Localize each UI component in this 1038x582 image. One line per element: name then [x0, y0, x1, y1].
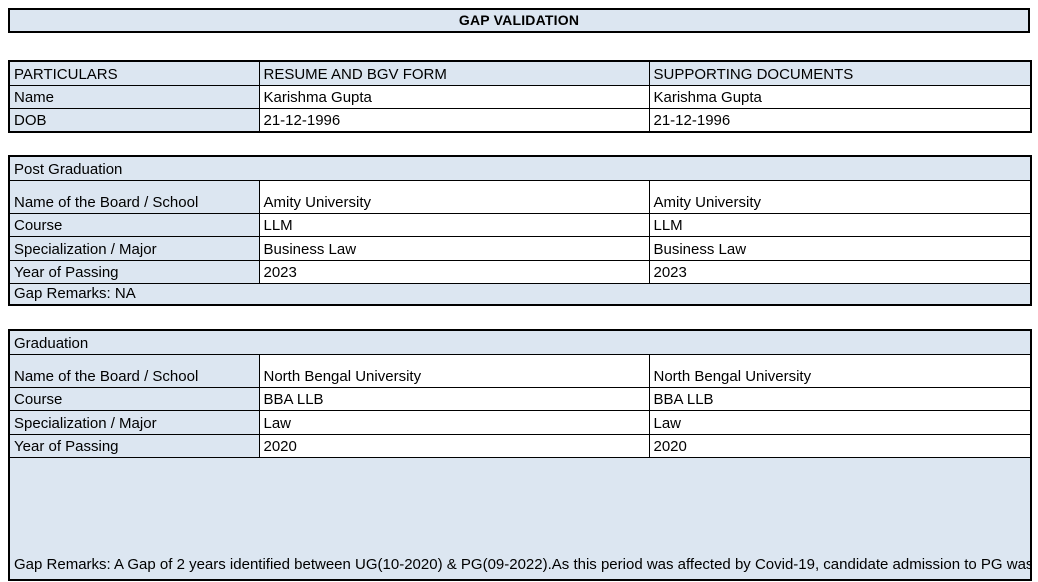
ug-course-supporting-value: BBA LLB — [648, 386, 1032, 411]
table-row: Course BBA LLB BBA LLB — [8, 386, 1032, 411]
gap-remarks-row: Gap Remarks: A Gap of 2 years identified… — [8, 456, 1032, 581]
column-header-resume-bgv: RESUME AND BGV FORM — [258, 60, 650, 86]
table-row: Name of the Board / School North Bengal … — [8, 353, 1032, 388]
ug-gap-remarks: Gap Remarks: A Gap of 2 years identified… — [8, 456, 1032, 581]
table-row: Specialization / Major Business Law Busi… — [8, 235, 1032, 261]
column-header-supporting-docs: SUPPORTING DOCUMENTS — [648, 60, 1032, 86]
pg-board-resume-value: Amity University — [258, 179, 650, 214]
pg-specialization-resume-value: Business Law — [258, 235, 650, 261]
table-row: Year of Passing 2020 2020 — [8, 433, 1032, 458]
ug-board-supporting-value: North Bengal University — [648, 353, 1032, 388]
pg-course-resume-value: LLM — [258, 212, 650, 237]
ug-year-resume-value: 2020 — [258, 433, 650, 458]
post-graduation-table: Post Graduation Name of the Board / Scho… — [8, 155, 1032, 306]
gap-remarks-row: Gap Remarks: NA — [8, 282, 1032, 306]
candidate-particulars-table: PARTICULARS RESUME AND BGV FORM SUPPORTI… — [8, 60, 1032, 133]
row-label-course: Course — [8, 212, 260, 237]
ug-specialization-supporting-value: Law — [648, 409, 1032, 435]
row-label-specialization: Specialization / Major — [8, 235, 260, 261]
row-label-year-of-passing: Year of Passing — [8, 433, 260, 458]
row-label-name: Name — [8, 84, 260, 109]
dob-resume-value: 21-12-1996 — [258, 107, 650, 133]
pg-board-supporting-value: Amity University — [648, 179, 1032, 214]
dob-supporting-value: 21-12-1996 — [648, 107, 1032, 133]
row-label-course: Course — [8, 386, 260, 411]
table-row: Year of Passing 2023 2023 — [8, 259, 1032, 284]
section-header-row: Post Graduation — [8, 155, 1032, 181]
pg-year-resume-value: 2023 — [258, 259, 650, 284]
pg-year-supporting-value: 2023 — [648, 259, 1032, 284]
table-row: Specialization / Major Law Law — [8, 409, 1032, 435]
section-header-row: Graduation — [8, 329, 1032, 355]
row-label-board-school: Name of the Board / School — [8, 353, 260, 388]
pg-course-supporting-value: LLM — [648, 212, 1032, 237]
row-label-year-of-passing: Year of Passing — [8, 259, 260, 284]
ug-specialization-resume-value: Law — [258, 409, 650, 435]
name-resume-value: Karishma Gupta — [258, 84, 650, 109]
table-row: DOB 21-12-1996 21-12-1996 — [8, 107, 1032, 133]
column-header-particulars: PARTICULARS — [8, 60, 260, 86]
row-label-dob: DOB — [8, 107, 260, 133]
row-label-board-school: Name of the Board / School — [8, 179, 260, 214]
ug-year-supporting-value: 2020 — [648, 433, 1032, 458]
section-title-post-graduation: Post Graduation — [8, 155, 1032, 181]
row-label-specialization: Specialization / Major — [8, 409, 260, 435]
pg-specialization-supporting-value: Business Law — [648, 235, 1032, 261]
pg-gap-remarks: Gap Remarks: NA — [8, 282, 1032, 306]
ug-board-resume-value: North Bengal University — [258, 353, 650, 388]
section-title-graduation: Graduation — [8, 329, 1032, 355]
ug-course-resume-value: BBA LLB — [258, 386, 650, 411]
document-title: GAP VALIDATION — [8, 8, 1030, 33]
table-row: Course LLM LLM — [8, 212, 1032, 237]
name-supporting-value: Karishma Gupta — [648, 84, 1032, 109]
table-row: Name of the Board / School Amity Univers… — [8, 179, 1032, 214]
table-header-row: PARTICULARS RESUME AND BGV FORM SUPPORTI… — [8, 60, 1032, 86]
table-row: Name Karishma Gupta Karishma Gupta — [8, 84, 1032, 109]
graduation-table: Graduation Name of the Board / School No… — [8, 329, 1033, 581]
